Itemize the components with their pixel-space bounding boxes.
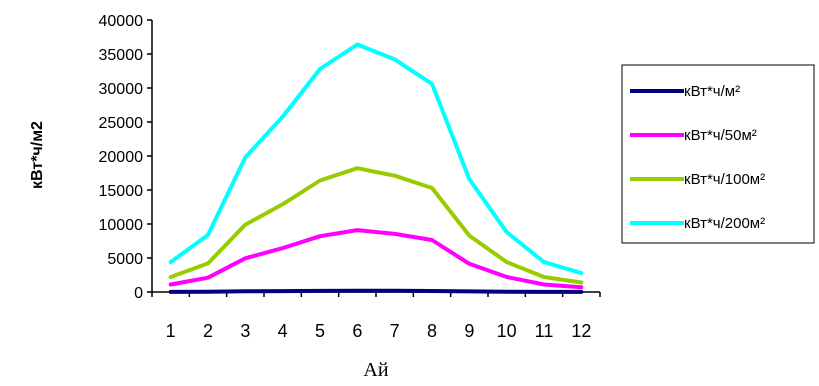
x-tick-label: 11 — [535, 321, 554, 341]
y-tick-label: 10000 — [99, 217, 144, 234]
x-tick-label: 9 — [464, 321, 474, 341]
x-tick-label: 6 — [352, 321, 362, 341]
legend-entry-2: кВт*ч/50м² — [684, 127, 757, 144]
x-axis-label: Ай — [363, 359, 388, 381]
y-tick-label: 0 — [134, 285, 143, 302]
y-tick-label: 30000 — [99, 81, 144, 98]
x-tick-label: 5 — [315, 321, 325, 341]
legend-entry-1: кВт*ч/м² — [684, 83, 740, 100]
series-line-1 — [168, 288, 584, 294]
y-tick-label: 20000 — [99, 149, 144, 166]
x-tick-label: 1 — [166, 321, 176, 341]
x-tick-label: 10 — [497, 321, 517, 341]
legend-entry-3: кВт*ч/100м² — [684, 171, 765, 188]
plot-area: 0 5000 10000 15000 20000 25000 30000 35000 40000… — [99, 13, 601, 341]
legend-entry-4: кВт*ч/200м² — [684, 215, 765, 232]
legend: кВт*ч/м² кВт*ч/50м² кВт*ч/100м² кВт*ч/200м² — [621, 64, 815, 244]
y-axis-label: кВт*ч/м2 — [29, 121, 46, 189]
legend-box — [621, 64, 815, 244]
series-lines — [168, 42, 584, 294]
y-tick-label: 35000 — [99, 47, 144, 64]
x-tick-label: 8 — [427, 321, 437, 341]
y-tick-label: 40000 — [99, 13, 144, 30]
x-tick-label: 3 — [240, 321, 250, 341]
series-line-3 — [168, 166, 584, 285]
x-tick-label: 2 — [203, 321, 213, 341]
series-line-2 — [168, 228, 584, 290]
series-line-4 — [168, 42, 584, 275]
x-tick-label: 4 — [278, 321, 288, 341]
x-tick-label: 7 — [390, 321, 400, 341]
y-ticks: 0 5000 10000 15000 20000 25000 30000 35000 40000 — [99, 13, 152, 302]
y-tick-label: 5000 — [107, 251, 143, 268]
y-tick-label: 25000 — [99, 115, 144, 132]
x-tick-label: 12 — [571, 321, 591, 341]
y-tick-label: 15000 — [99, 183, 144, 200]
x-ticks: 1 2 3 4 5 6 7 8 9 10 11 12 — [151, 292, 601, 341]
